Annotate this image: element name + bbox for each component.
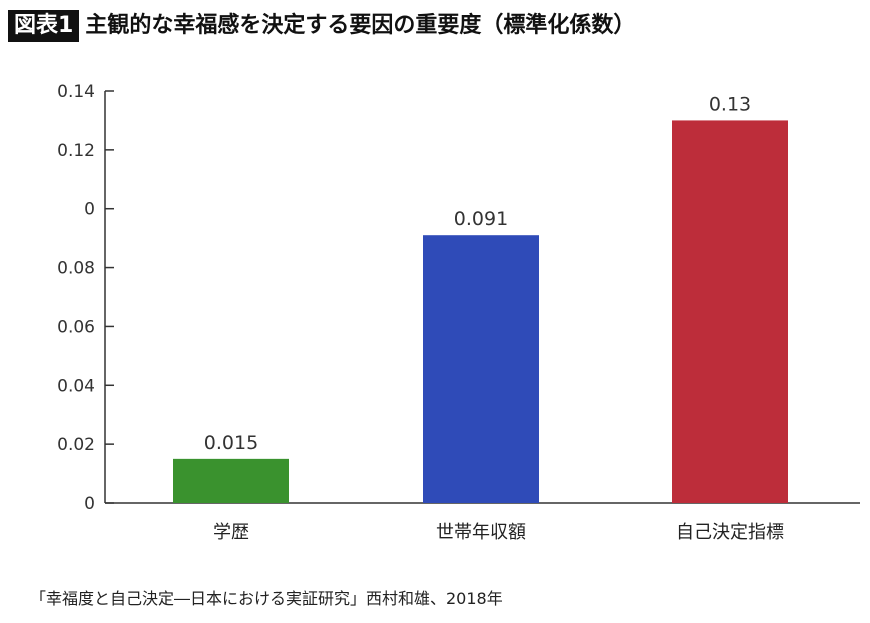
source-note: 「幸福度と自己決定―日本における実証研究」西村和雄、2018年 <box>30 589 503 608</box>
y-tick-label: 0.08 <box>57 259 95 279</box>
x-tick-label: 自己決定指標 <box>676 522 784 543</box>
y-tick-label: 0 <box>84 494 95 514</box>
y-tick-label: 0.06 <box>57 317 95 337</box>
data-label: 0.091 <box>454 208 508 230</box>
bar <box>672 120 788 503</box>
figure-label: 図表1 <box>8 10 80 42</box>
y-tick-label: 0.14 <box>57 82 95 102</box>
chart-title: 図表1 主観的な幸福感を決定する要因の重要度（標準化係数） <box>8 10 635 42</box>
title-text: 主観的な幸福感を決定する要因の重要度（標準化係数） <box>85 13 636 38</box>
y-tick-label: 0.02 <box>57 435 95 455</box>
y-tick-label: 0 <box>84 200 95 220</box>
x-tick-label: 世帯年収額 <box>436 522 526 543</box>
bar <box>173 458 289 503</box>
data-label: 0.015 <box>204 432 258 454</box>
y-tick-label: 0.04 <box>57 376 95 396</box>
data-label: 0.13 <box>709 93 751 115</box>
x-tick-label: 学歴 <box>213 522 249 543</box>
bar <box>423 235 539 503</box>
y-tick-label: 0.12 <box>57 141 95 161</box>
